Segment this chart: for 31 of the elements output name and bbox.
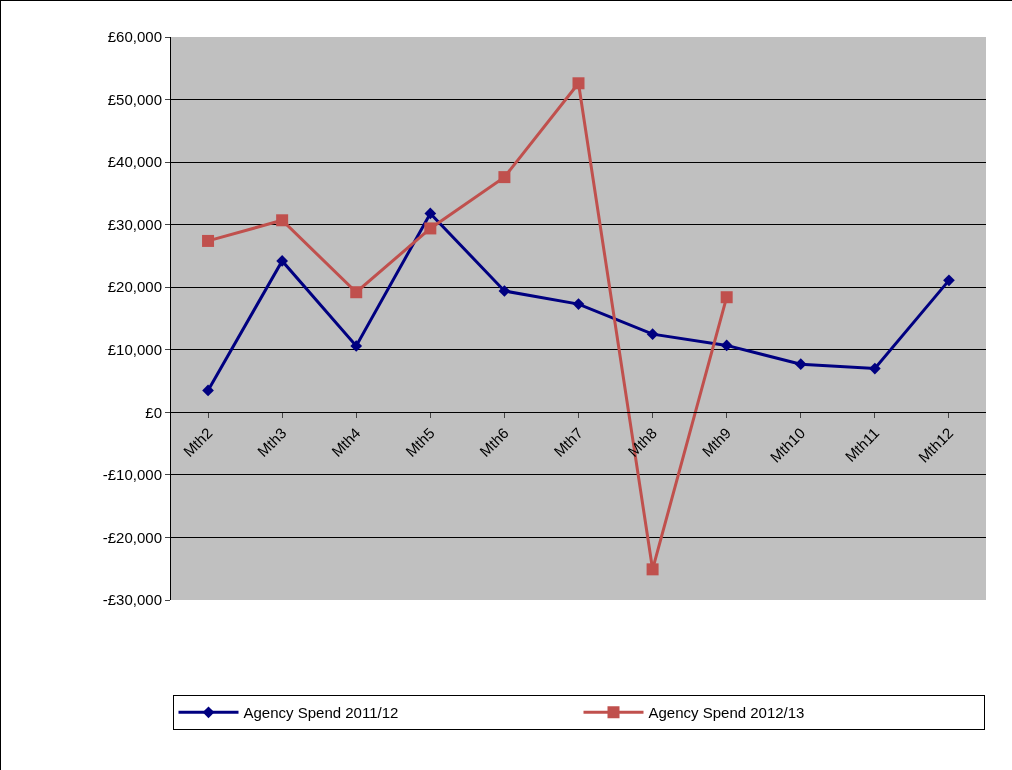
point xyxy=(202,234,215,247)
point xyxy=(572,298,585,310)
point xyxy=(424,207,437,220)
point xyxy=(646,563,659,576)
point xyxy=(869,362,881,375)
y-tick-label: £0 xyxy=(145,403,162,421)
y-tick-label: £50,000 xyxy=(107,90,162,108)
point xyxy=(276,214,289,227)
legend-label: Agency Spend 2012/13 xyxy=(648,704,805,722)
point xyxy=(202,384,214,397)
point xyxy=(498,285,511,297)
point xyxy=(424,222,437,235)
y-tick-label: £30,000 xyxy=(107,215,162,233)
y-tick-label: -£10,000 xyxy=(102,466,162,484)
y-tick-label: £60,000 xyxy=(107,28,162,46)
point xyxy=(276,255,288,267)
point xyxy=(350,340,363,352)
point xyxy=(572,77,585,90)
legend-label: Agency Spend 2011/12 xyxy=(243,704,399,722)
point xyxy=(720,291,733,304)
point xyxy=(498,171,511,184)
y-tick-label: -£20,000 xyxy=(102,528,162,546)
y-tick-label: -£30,000 xyxy=(102,591,162,609)
point xyxy=(943,274,955,287)
y-tick-label: £20,000 xyxy=(107,278,162,296)
y-tick-label: £40,000 xyxy=(107,153,162,171)
point xyxy=(646,328,659,340)
y-tick-label: £10,000 xyxy=(107,341,162,359)
point xyxy=(794,358,807,371)
point xyxy=(720,339,733,352)
point xyxy=(350,286,363,299)
